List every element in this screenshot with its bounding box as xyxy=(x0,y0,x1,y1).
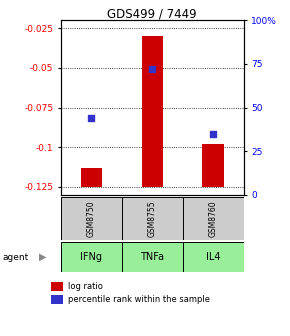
Point xyxy=(89,115,94,121)
Text: GSM8750: GSM8750 xyxy=(87,200,96,237)
Text: IFNg: IFNg xyxy=(80,252,102,262)
Bar xyxy=(202,144,224,187)
Bar xyxy=(183,242,244,272)
Text: log ratio: log ratio xyxy=(68,282,102,291)
Point xyxy=(211,131,215,136)
Bar xyxy=(81,168,102,187)
Bar xyxy=(51,282,63,291)
Bar xyxy=(51,295,63,304)
Text: percentile rank within the sample: percentile rank within the sample xyxy=(68,295,210,304)
Text: ▶: ▶ xyxy=(39,252,47,262)
Bar xyxy=(122,242,183,272)
Bar xyxy=(61,197,122,240)
Text: GSM8760: GSM8760 xyxy=(209,200,218,237)
Title: GDS499 / 7449: GDS499 / 7449 xyxy=(107,7,197,20)
Bar xyxy=(183,197,244,240)
Text: IL4: IL4 xyxy=(206,252,220,262)
Bar xyxy=(122,197,183,240)
Bar xyxy=(142,36,163,187)
Text: agent: agent xyxy=(3,253,29,261)
Bar xyxy=(61,242,122,272)
Text: TNFa: TNFa xyxy=(140,252,164,262)
Text: GSM8755: GSM8755 xyxy=(148,200,157,237)
Point xyxy=(150,67,155,72)
